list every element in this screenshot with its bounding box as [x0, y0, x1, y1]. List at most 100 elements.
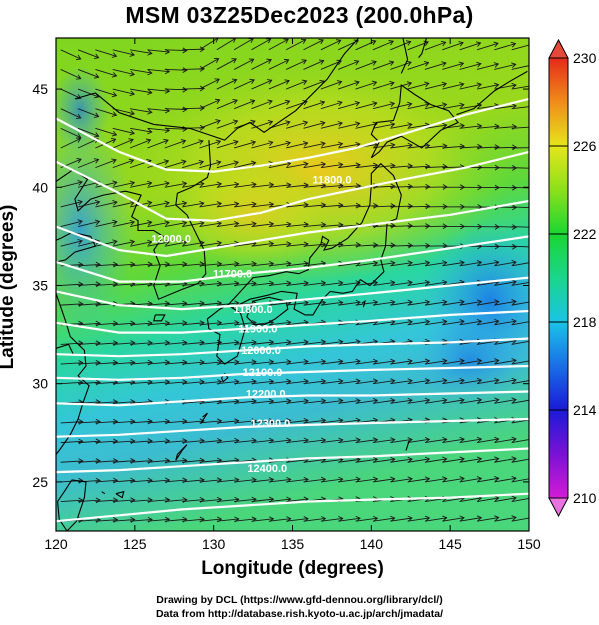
wind-arrow	[199, 381, 222, 385]
wind-arrow	[372, 82, 395, 90]
wind-arrow-head	[147, 69, 153, 76]
wind-arrow	[147, 127, 170, 132]
wind-arrow-head	[78, 261, 84, 268]
wind-arrow	[476, 438, 499, 444]
wind-arrow-head	[389, 80, 395, 87]
wind-arrow	[216, 161, 239, 169]
wind-arrow-head	[529, 104, 533, 109]
wind-arrow	[164, 222, 187, 228]
wind-arrow-head	[95, 497, 101, 504]
wind-arrow	[77, 201, 100, 208]
wind-arrow	[112, 159, 134, 169]
wind-arrow	[216, 99, 238, 110]
wind-arrow	[199, 302, 222, 306]
wind-arrow	[320, 380, 343, 385]
wind-arrow	[442, 458, 465, 463]
wind-arrow-head	[476, 260, 483, 266]
wind-arrow	[459, 379, 482, 385]
wind-arrow-head	[355, 378, 361, 385]
wind-arrow	[424, 360, 447, 365]
wind-arrow-head	[530, 225, 534, 230]
wind-arrow-head	[355, 437, 361, 444]
wind-arrow-head	[459, 260, 465, 266]
wind-arrow-head	[459, 358, 465, 365]
wind-arrow	[372, 102, 395, 110]
wind-arrow	[476, 42, 499, 51]
x-tick-label: 120	[44, 536, 68, 552]
wind-arrow-head	[390, 242, 396, 249]
wind-arrow	[251, 223, 274, 228]
wind-arrow-head	[407, 183, 414, 190]
wind-arrow	[251, 141, 273, 149]
wind-arrow	[130, 88, 152, 94]
wind-arrow-head	[407, 101, 413, 108]
wind-arrow-head	[458, 61, 465, 68]
wind-arrow-head	[511, 475, 517, 482]
wind-arrow	[442, 399, 465, 404]
wind-arrow	[130, 518, 153, 522]
wind-arrow-head	[407, 319, 413, 325]
wind-arrow	[372, 360, 395, 365]
wind-arrow	[390, 438, 413, 444]
wind-arrow-head	[335, 39, 342, 45]
wind-arrow	[199, 322, 222, 326]
wind-arrow	[476, 477, 499, 483]
wind-arrow-head	[442, 436, 448, 443]
wind-arrow	[164, 140, 186, 149]
wind-arrow-head	[372, 358, 379, 365]
wind-arrow-head	[511, 62, 517, 69]
wind-arrow-head	[511, 358, 517, 364]
wind-arrow	[424, 145, 447, 149]
wind-arrow	[60, 460, 83, 463]
wind-arrow-head	[95, 438, 101, 445]
wind-arrow	[390, 399, 413, 404]
colorbar-tick-label: 218	[573, 314, 597, 330]
wind-arrow	[147, 459, 170, 463]
wind-arrow	[286, 282, 309, 286]
wind-arrow	[511, 106, 529, 110]
wind-arrow-head	[373, 242, 379, 248]
wind-arrow	[234, 498, 257, 502]
wind-arrow-head	[283, 38, 289, 44]
wind-arrow	[320, 243, 343, 247]
wind-arrow	[528, 88, 529, 90]
wind-arrow	[216, 222, 239, 228]
wind-arrow	[442, 477, 465, 483]
wind-arrow	[286, 142, 308, 149]
wind-vectors	[60, 38, 534, 523]
wind-arrow-head	[424, 456, 431, 463]
wind-arrow-head	[95, 320, 101, 327]
wind-arrow-head	[129, 90, 135, 97]
wind-arrow	[147, 182, 170, 188]
wind-arrow-head	[284, 99, 291, 106]
wind-arrow-head	[355, 358, 361, 365]
wind-arrow	[303, 419, 326, 424]
wind-arrow-head	[78, 320, 84, 327]
wind-arrow	[494, 126, 517, 129]
wind-arrow-head	[77, 180, 83, 186]
wind-arrow	[182, 479, 205, 483]
wind-arrow	[234, 183, 257, 188]
wind-arrow-head	[112, 281, 119, 288]
wind-arrow-head	[372, 378, 379, 385]
wind-arrow-head	[182, 47, 188, 54]
wind-arrow	[130, 401, 153, 404]
wind-arrow	[494, 438, 517, 444]
wind-arrow-head	[493, 62, 500, 68]
wind-arrow	[355, 360, 378, 365]
wind-arrow	[60, 240, 83, 247]
wind-arrow	[338, 244, 361, 247]
wind-arrow	[390, 360, 413, 365]
wind-arrow	[251, 262, 274, 267]
wind-arrow	[112, 241, 135, 247]
wind-arrow-head	[511, 279, 517, 286]
wind-arrow	[390, 262, 413, 267]
wind-arrow	[251, 380, 274, 385]
wind-arrow	[78, 519, 101, 522]
wind-arrow	[130, 68, 152, 74]
wind-arrow	[303, 224, 326, 228]
wind-arrow	[286, 341, 309, 345]
wind-arrow	[60, 342, 83, 345]
wind-arrow	[182, 283, 205, 286]
wind-arrow	[164, 263, 187, 267]
